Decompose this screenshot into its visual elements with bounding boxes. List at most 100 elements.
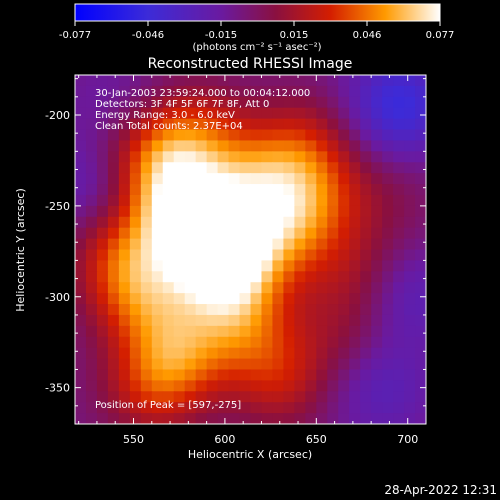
heatmap-cell <box>206 282 219 294</box>
heatmap-cell <box>151 249 164 262</box>
heatmap-cell <box>371 205 383 218</box>
heatmap-cell <box>415 282 426 294</box>
heatmap-cell <box>250 173 263 185</box>
heatmap-cell <box>85 216 98 229</box>
heatmap-cell <box>404 260 416 272</box>
heatmap-cell <box>129 151 142 163</box>
heatmap-cell <box>415 184 426 196</box>
heatmap-cell <box>85 282 98 294</box>
heatmap-cell <box>195 216 208 229</box>
heatmap-cell <box>107 85 120 98</box>
heatmap-cell <box>107 107 120 120</box>
heatmap-cell <box>371 347 383 360</box>
heatmap-cell <box>338 118 350 131</box>
heatmap-cell <box>338 85 350 98</box>
heatmap-cell <box>118 85 131 98</box>
heatmap-cell <box>316 282 328 294</box>
heatmap-cell <box>173 325 186 338</box>
heatmap-cell <box>206 227 219 240</box>
heatmap-cell <box>217 107 230 120</box>
heatmap-cell <box>140 260 153 272</box>
annotations: 30-Jan-2003 23:59:24.000 to 00:04:12.000… <box>95 88 310 132</box>
heatmap-cell <box>327 107 339 120</box>
heatmap-cell <box>327 347 339 360</box>
heatmap-cell <box>217 260 230 272</box>
heatmap-cell <box>250 391 263 403</box>
heatmap-cell <box>118 140 131 152</box>
heatmap-cell <box>184 96 197 109</box>
heatmap-cell <box>382 380 394 392</box>
heatmap-cell <box>173 129 186 142</box>
heatmap-cell <box>228 325 241 338</box>
heatmap-cell <box>360 347 372 360</box>
heatmap-cell <box>195 162 208 174</box>
heatmap-cell <box>96 271 109 283</box>
heatmap-cell <box>415 380 426 392</box>
heatmap-cell <box>349 304 361 316</box>
heatmap-cell <box>382 205 394 218</box>
heatmap-cell <box>75 96 87 109</box>
heatmap-cell <box>162 129 175 142</box>
heatmap-cell <box>85 380 98 392</box>
heatmap-cell <box>382 402 394 414</box>
heatmap-cell <box>96 173 109 185</box>
heatmap-cell <box>228 238 241 251</box>
heatmap-cell <box>382 140 394 152</box>
heatmap-cell <box>404 336 416 349</box>
heatmap-cell <box>140 85 153 98</box>
heatmap-cell <box>272 271 285 283</box>
heatmap-cell <box>294 173 306 185</box>
heatmap-cell <box>382 249 394 262</box>
heatmap-cell <box>195 75 208 87</box>
heatmap-cell <box>338 325 350 338</box>
heatmap-cell <box>151 173 164 185</box>
heatmap-cell <box>404 75 416 87</box>
heatmap-cell <box>382 96 394 109</box>
heatmap-cell <box>316 391 328 403</box>
heatmap-cell <box>338 129 350 142</box>
heatmap-cell <box>382 194 394 207</box>
heatmap-cell <box>360 96 372 109</box>
heatmap-cell <box>327 151 339 163</box>
heatmap-cell <box>184 107 197 120</box>
heatmap-cell <box>415 140 426 152</box>
heatmap-cell <box>305 391 317 403</box>
heatmap-cell <box>404 216 416 229</box>
heatmap-cell <box>239 282 252 294</box>
heatmap-cell <box>283 402 295 414</box>
heatmap-cell <box>382 358 394 371</box>
heatmap-cell <box>228 314 241 327</box>
heatmap-cell <box>228 260 241 272</box>
heatmap-cell <box>294 260 306 272</box>
heatmap-cell <box>228 413 241 424</box>
heatmap-cell <box>316 336 328 349</box>
heatmap-cell <box>85 304 98 316</box>
heatmap-cell <box>140 107 153 120</box>
heatmap-cell <box>184 227 197 240</box>
heatmap-cell <box>261 173 274 185</box>
heatmap-cell <box>195 304 208 316</box>
heatmap-cell <box>162 413 175 424</box>
heatmap-cell <box>283 173 295 185</box>
heatmap-cell <box>404 140 416 152</box>
heatmap-cell <box>184 162 197 174</box>
heatmap-cell <box>173 314 186 327</box>
heatmap-cell <box>294 205 306 218</box>
heatmap-cell <box>184 347 197 360</box>
heatmap-cell <box>393 238 405 251</box>
heatmap-cell <box>338 227 350 240</box>
heatmap-cell <box>283 347 295 360</box>
heatmap-cell <box>393 118 405 131</box>
heatmap-cell <box>173 249 186 262</box>
heatmap-cell <box>217 151 230 163</box>
heatmap-cell <box>85 369 98 381</box>
heatmap-cell <box>250 129 263 142</box>
heatmap-cell <box>173 162 186 174</box>
heatmap-cell <box>415 194 426 207</box>
heatmap-cell <box>140 369 153 381</box>
heatmap-cell <box>206 151 219 163</box>
heatmap-cell <box>96 216 109 229</box>
heatmap-cell <box>415 249 426 262</box>
heatmap-cell <box>129 75 142 87</box>
heatmap-cell <box>239 260 252 272</box>
